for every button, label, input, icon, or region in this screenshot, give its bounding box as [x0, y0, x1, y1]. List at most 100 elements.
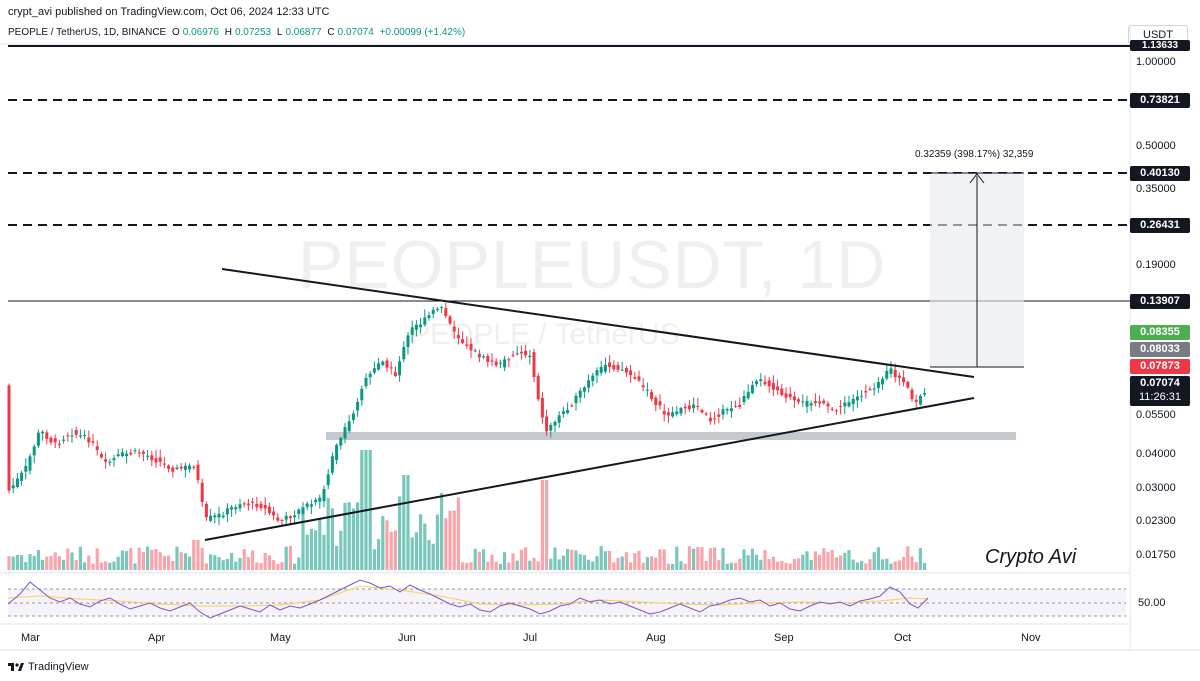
candle-body[interactable]	[360, 388, 364, 401]
candle-body[interactable]	[393, 372, 397, 377]
candle-body[interactable]	[561, 411, 565, 414]
candle-body[interactable]	[570, 405, 574, 407]
candle-body[interactable]	[456, 334, 460, 339]
candle-body[interactable]	[339, 437, 343, 446]
candle-body[interactable]	[154, 458, 158, 463]
candle-body[interactable]	[843, 402, 847, 407]
candle-body[interactable]	[637, 376, 641, 381]
candle-body[interactable]	[540, 397, 544, 418]
candle-body[interactable]	[473, 350, 477, 352]
candle-body[interactable]	[671, 412, 675, 417]
candle-body[interactable]	[406, 335, 410, 348]
candle-body[interactable]	[717, 414, 721, 417]
candle-body[interactable]	[654, 397, 658, 406]
candle-body[interactable]	[238, 504, 242, 509]
candle-body[interactable]	[133, 450, 137, 452]
candle-body[interactable]	[276, 517, 280, 521]
candle-body[interactable]	[116, 454, 120, 457]
candle-body[interactable]	[784, 393, 788, 398]
candle-body[interactable]	[910, 389, 914, 400]
candle-body[interactable]	[469, 343, 473, 351]
candle-body[interactable]	[662, 410, 666, 415]
candle-body[interactable]	[545, 416, 549, 432]
candle-body[interactable]	[377, 363, 381, 370]
upper-trendline[interactable]	[221, 268, 975, 378]
candle-body[interactable]	[200, 482, 204, 502]
candle-body[interactable]	[897, 375, 901, 378]
candle-body[interactable]	[582, 387, 586, 392]
candle-body[interactable]	[750, 385, 754, 394]
candle-body[interactable]	[603, 364, 607, 372]
candle-body[interactable]	[826, 403, 830, 407]
candle-body[interactable]	[452, 326, 456, 332]
candle-body[interactable]	[557, 415, 561, 423]
candle-body[interactable]	[713, 418, 717, 420]
candle-body[interactable]	[477, 353, 481, 358]
candle-body[interactable]	[708, 417, 712, 422]
candle-body[interactable]	[419, 324, 423, 328]
candle-body[interactable]	[158, 457, 162, 462]
tradingview-brand[interactable]: TradingView	[8, 661, 89, 673]
candle-body[interactable]	[91, 441, 95, 443]
candle-body[interactable]	[650, 391, 654, 399]
candle-body[interactable]	[914, 399, 918, 402]
candle-body[interactable]	[666, 412, 670, 416]
candle-body[interactable]	[129, 452, 133, 455]
lower-trendline[interactable]	[204, 397, 975, 541]
candle-body[interactable]	[410, 327, 414, 335]
candle-body[interactable]	[511, 354, 515, 356]
candle-body[interactable]	[213, 515, 217, 518]
candle-body[interactable]	[53, 438, 57, 443]
candle-body[interactable]	[448, 316, 452, 324]
candle-body[interactable]	[351, 413, 355, 420]
candle-body[interactable]	[494, 361, 498, 366]
candle-body[interactable]	[288, 516, 292, 519]
candle-body[interactable]	[209, 515, 213, 521]
candle-body[interactable]	[356, 401, 360, 411]
candle-body[interactable]	[347, 421, 351, 432]
candle-body[interactable]	[414, 324, 418, 330]
candle-body[interactable]	[532, 352, 536, 378]
candle-body[interactable]	[923, 393, 927, 395]
candle-body[interactable]	[746, 392, 750, 399]
candle-body[interactable]	[175, 467, 179, 469]
candle-body[interactable]	[818, 401, 822, 404]
candle-body[interactable]	[62, 439, 66, 441]
candle-body[interactable]	[788, 393, 792, 398]
candle-body[interactable]	[608, 362, 612, 367]
candle-body[interactable]	[225, 508, 229, 515]
candle-body[interactable]	[918, 395, 922, 405]
candle-body[interactable]	[696, 406, 700, 408]
candle-body[interactable]	[318, 497, 322, 502]
candle-body[interactable]	[687, 405, 691, 410]
candle-body[interactable]	[767, 380, 771, 387]
candle-body[interactable]	[57, 443, 61, 445]
candle-body[interactable]	[24, 465, 28, 472]
candle-body[interactable]	[431, 309, 435, 315]
candle-body[interactable]	[112, 458, 116, 461]
candle-body[interactable]	[574, 395, 578, 404]
candle-body[interactable]	[246, 503, 250, 506]
candle-body[interactable]	[578, 390, 582, 398]
candle-body[interactable]	[221, 515, 225, 518]
candle-body[interactable]	[759, 379, 763, 382]
candle-body[interactable]	[885, 370, 889, 379]
candle-body[interactable]	[683, 406, 687, 409]
candle-body[interactable]	[335, 445, 339, 461]
candle-body[interactable]	[780, 388, 784, 396]
candle-body[interactable]	[36, 432, 40, 446]
candle-body[interactable]	[503, 359, 507, 368]
candle-body[interactable]	[423, 317, 427, 325]
candle-body[interactable]	[120, 452, 124, 457]
candle-body[interactable]	[263, 504, 267, 509]
candle-body[interactable]	[251, 501, 255, 503]
candle-body[interactable]	[104, 459, 108, 462]
candle-body[interactable]	[217, 513, 221, 518]
candle-body[interactable]	[738, 404, 742, 407]
candle-body[interactable]	[381, 361, 385, 365]
candle-body[interactable]	[242, 503, 246, 505]
candle-body[interactable]	[440, 307, 444, 309]
candle-body[interactable]	[150, 455, 154, 461]
candle-body[interactable]	[326, 474, 330, 486]
candle-body[interactable]	[301, 507, 305, 514]
